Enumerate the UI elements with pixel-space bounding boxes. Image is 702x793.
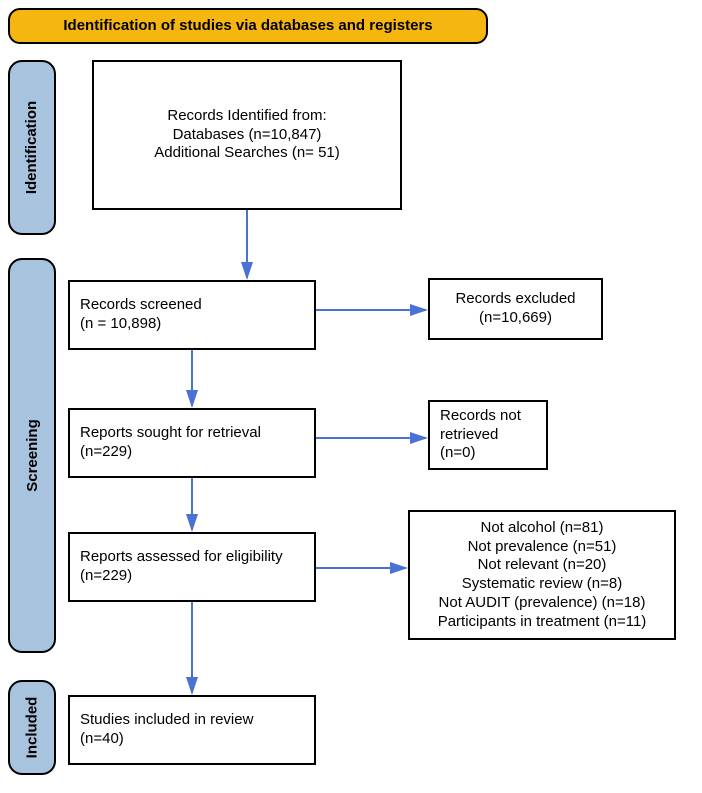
stage-identification: Identification bbox=[8, 60, 56, 235]
included-studies-box: Studies included in review (n=40) bbox=[68, 695, 316, 765]
text-line: Records Identified from: bbox=[167, 107, 326, 126]
text-line: Studies included in review bbox=[80, 711, 253, 730]
stage-label: Included bbox=[24, 697, 41, 759]
header-text: Identification of studies via databases … bbox=[63, 17, 432, 36]
text-line: Not relevant (n=20) bbox=[478, 556, 607, 575]
text-line: Reports assessed for eligibility bbox=[80, 548, 283, 567]
text-line: Reports sought for retrieval bbox=[80, 424, 261, 443]
text-line: (n=0) bbox=[440, 444, 475, 463]
sought-retrieval-box: Reports sought for retrieval (n=229) bbox=[68, 408, 316, 478]
stage-label: Screening bbox=[24, 419, 41, 492]
records-screened-box: Records screened (n = 10,898) bbox=[68, 280, 316, 350]
records-identified-box: Records Identified from: Databases (n=10… bbox=[92, 60, 402, 210]
stage-label: Identification bbox=[24, 101, 41, 194]
text-line: Not alcohol (n=81) bbox=[481, 519, 604, 538]
header-bar: Identification of studies via databases … bbox=[8, 8, 488, 44]
text-line: Records screened bbox=[80, 296, 202, 315]
text-line: Not prevalence (n=51) bbox=[468, 538, 617, 557]
not-retrieved-box: Records not retrieved (n=0) bbox=[428, 400, 548, 470]
text-line: Additional Searches (n= 51) bbox=[154, 144, 340, 163]
text-line: Participants in treatment (n=11) bbox=[438, 613, 647, 632]
exclusion-reasons-box: Not alcohol (n=81) Not prevalence (n=51)… bbox=[408, 510, 676, 640]
text-line: Not AUDIT (prevalence) (n=18) bbox=[439, 594, 646, 613]
text-line: (n=229) bbox=[80, 567, 132, 586]
text-line: (n=40) bbox=[80, 730, 124, 749]
text-line: Records not bbox=[440, 407, 521, 426]
text-line: (n=10,669) bbox=[479, 309, 552, 328]
stage-included: Included bbox=[8, 680, 56, 775]
stage-screening: Screening bbox=[8, 258, 56, 653]
text-line: (n = 10,898) bbox=[80, 315, 161, 334]
assessed-eligibility-box: Reports assessed for eligibility (n=229) bbox=[68, 532, 316, 602]
text-line: retrieved bbox=[440, 426, 498, 445]
text-line: Systematic review (n=8) bbox=[462, 575, 622, 594]
prisma-flowchart: Identification of studies via databases … bbox=[0, 0, 702, 793]
text-line: (n=229) bbox=[80, 443, 132, 462]
text-line: Records excluded bbox=[455, 290, 575, 309]
text-line: Databases (n=10,847) bbox=[173, 126, 322, 145]
records-excluded-box: Records excluded (n=10,669) bbox=[428, 278, 603, 340]
